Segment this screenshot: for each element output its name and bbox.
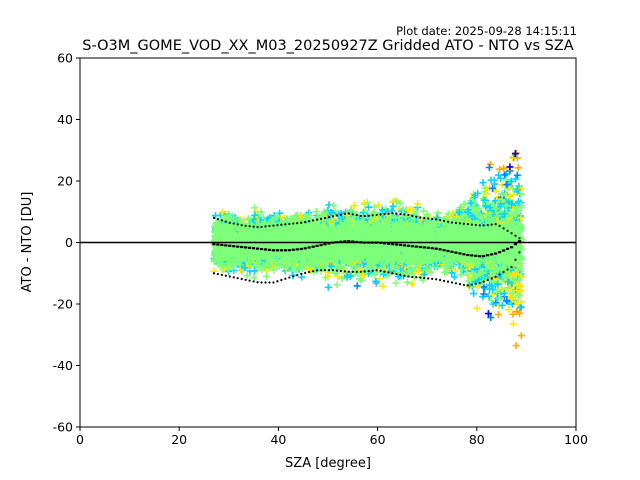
chart-title: S-O3M_GOME_VOD_XX_M03_20250927Z Gridded … — [82, 38, 573, 54]
data-point — [440, 269, 448, 277]
data-point — [392, 279, 400, 287]
data-point — [353, 282, 361, 290]
data-point — [288, 267, 296, 275]
data-point — [464, 277, 472, 285]
data-point — [450, 273, 458, 281]
data-point — [487, 314, 495, 322]
data-point — [498, 301, 506, 309]
data-point — [412, 208, 420, 216]
data-point — [509, 310, 517, 318]
data-point — [479, 269, 487, 277]
data-point — [473, 304, 481, 312]
data-point — [376, 275, 384, 283]
data-point — [448, 269, 456, 277]
data-point — [487, 296, 495, 304]
data-point — [517, 332, 525, 340]
data-point — [394, 273, 402, 281]
data-point — [338, 274, 346, 282]
data-point — [324, 272, 332, 280]
data-point — [512, 342, 520, 350]
data-point — [333, 281, 341, 289]
data-point — [375, 201, 383, 209]
data-point — [389, 202, 397, 210]
plot-date: Plot date: 2025-09-28 14:15:11 — [396, 24, 577, 38]
data-point — [365, 203, 373, 211]
data-point — [379, 282, 387, 290]
data-point — [250, 267, 258, 275]
data-point — [357, 276, 365, 284]
data-point — [298, 273, 306, 281]
data-point — [514, 265, 522, 273]
data-point — [347, 272, 355, 280]
data-point — [493, 289, 501, 297]
data-point — [347, 206, 355, 214]
data-point — [396, 199, 404, 207]
data-point — [419, 276, 427, 284]
data-point — [250, 274, 258, 282]
data-point — [324, 283, 332, 291]
data-point — [502, 192, 510, 200]
data-point — [420, 207, 428, 215]
data-point — [484, 310, 492, 318]
data-points — [210, 149, 525, 350]
data-point — [490, 176, 498, 184]
data-point — [457, 271, 465, 279]
data-point — [403, 278, 411, 286]
data-point — [397, 265, 405, 273]
data-point — [468, 204, 476, 212]
data-point — [372, 279, 380, 287]
data-point — [501, 171, 509, 179]
data-point — [251, 204, 259, 212]
data-point — [471, 191, 479, 199]
data-point — [515, 197, 523, 205]
data-point — [513, 171, 521, 179]
data-point — [491, 197, 499, 205]
data-point — [500, 165, 508, 173]
data-point — [414, 200, 422, 208]
data-point — [408, 280, 416, 288]
data-point — [494, 310, 502, 318]
